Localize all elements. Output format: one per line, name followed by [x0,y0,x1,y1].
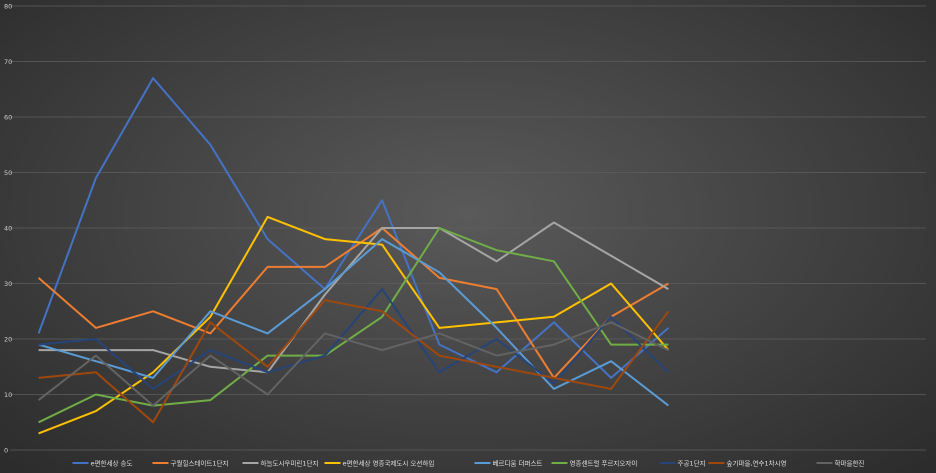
legend-label: 베르디움 더퍼스트 [493,459,543,468]
series-9 [37,321,669,407]
series-line [37,321,669,407]
legend: e편한세상 송도 구월힐스테이트1단지 하늘도시우미린1단지 e편한세상 영종국제도시… [72,459,865,468]
legend-item: 구월힐스테이트1단지 [152,459,229,468]
legend-item: e편한세상 영종국제도시 오션하임 [324,459,435,468]
legend-label: 학마을한진 [835,459,865,468]
series-3 [38,221,669,374]
legend-item: 주공1단지 [659,459,706,468]
legend-item: 영종센트럴 푸르지오자이 [551,459,638,468]
legend-item: 숲기마을,연수1차시영 [708,459,787,468]
series-line [37,77,670,379]
series-2 [37,227,669,379]
series-line [38,227,669,424]
y-tick-label: 0 [4,447,8,455]
y-tick-label: 70 [4,58,12,66]
series-7 [38,288,670,390]
legend-label: 숲기마을,연수1차시영 [727,459,787,468]
legend-label: e편한세상 송도 [91,459,133,468]
series-line [38,299,670,424]
series-line [38,215,670,435]
y-tick-label: 60 [4,114,12,122]
legend-item: 하늘도시우미린1단지 [242,459,319,468]
y-axis: 0 10 20 30 40 50 60 70 80 [4,3,12,455]
series-line [38,238,670,407]
y-tick-label: 80 [4,3,12,11]
series-8 [38,299,670,424]
legend-label: e편한세상 영종국제도시 오션하임 [343,459,435,468]
y-tick-label: 10 [4,391,12,399]
series-line [37,227,669,379]
legend-item: e편한세상 송도 [72,459,133,468]
series-1 [37,77,670,379]
y-tick-label: 50 [4,169,12,177]
legend-label: 구월힐스테이트1단지 [171,459,229,468]
legend-label: 영종센트럴 푸르지오자이 [570,459,638,468]
series-5 [38,238,670,407]
legend-label: 하늘도시우미린1단지 [261,459,319,468]
series-6 [38,227,669,424]
gridlines [10,5,926,451]
series-lines [37,77,670,435]
y-tick-label: 30 [4,280,12,288]
series-line [38,288,670,390]
series-line [38,221,669,374]
y-tick-label: 40 [4,225,12,233]
y-tick-label: 20 [4,336,12,344]
legend-item: 베르디움 더퍼스트 [474,459,543,468]
legend-label: 주공1단지 [678,459,706,468]
legend-item: 학마을한진 [816,459,865,468]
